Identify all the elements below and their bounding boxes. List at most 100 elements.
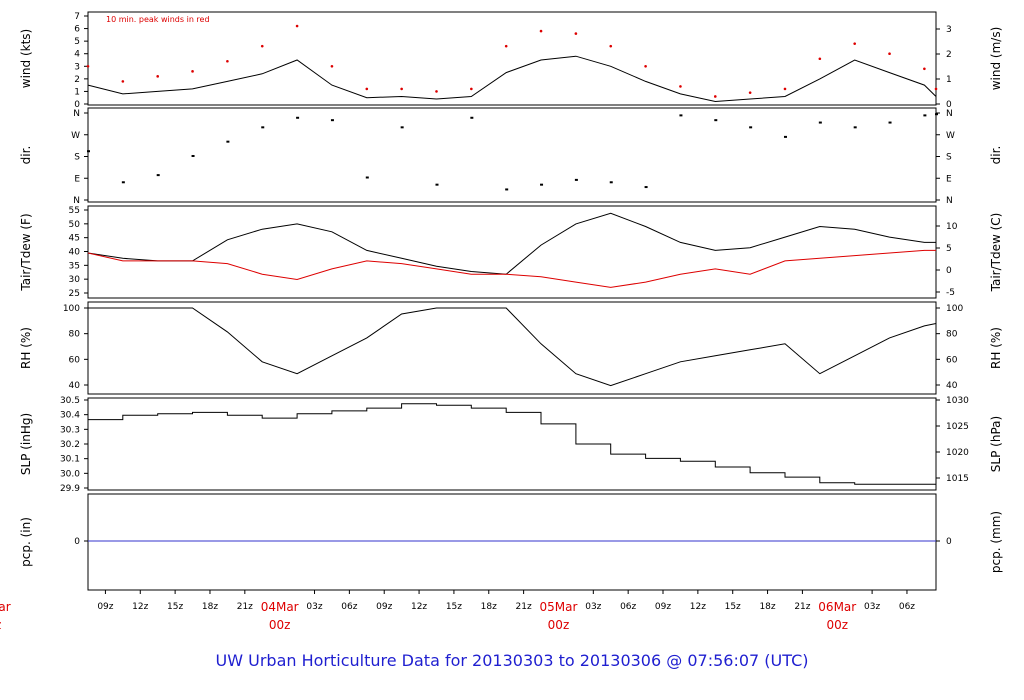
left-tick-label: 3 <box>74 62 80 72</box>
hour-label: 12z <box>132 602 148 612</box>
peak-wind-point <box>156 75 159 78</box>
hour-label: 18z <box>759 602 775 612</box>
right-tick-label: 40 <box>946 381 958 391</box>
hour-label: 06z <box>341 602 357 612</box>
hour-label: 15z <box>167 602 183 612</box>
left-tick-label: 1 <box>74 87 80 97</box>
left-axis-label: dir. <box>19 146 33 165</box>
left-tick-label: 60 <box>69 355 81 365</box>
peak-wind-point <box>330 64 334 68</box>
right-tick-label: 2 <box>946 50 952 60</box>
right-tick-label: 1025 <box>946 422 969 432</box>
left-tick-label: N <box>73 196 80 206</box>
hour-label: 06z <box>899 602 915 612</box>
left-tick-label: 2 <box>74 75 80 85</box>
right-axis-label: Tair/Tdew (C) <box>989 213 1003 293</box>
peak-wind-point <box>748 91 752 94</box>
right-tick-label: -5 <box>946 288 955 298</box>
wind-direction-point <box>435 183 439 186</box>
wind-direction-point <box>296 116 300 119</box>
wind-direction-point <box>365 176 369 179</box>
day-hour-label: 00z <box>548 618 570 632</box>
left-tick-label: 30.3 <box>60 425 80 435</box>
wind-direction-point <box>714 119 718 122</box>
wind-direction-point <box>888 121 892 124</box>
right-axis-label: pcp. (mm) <box>989 511 1003 573</box>
peak-wind-point <box>888 52 891 56</box>
day-date-label: 06Mar <box>818 600 856 614</box>
air-temperature-line <box>87 212 936 275</box>
hour-label: 21z <box>794 602 810 612</box>
right-tick-label: 80 <box>946 330 958 340</box>
hour-label: 09z <box>376 602 392 612</box>
wind-direction-point <box>609 181 613 184</box>
left-tick-label: W <box>71 131 80 141</box>
right-tick-label: 0 <box>946 266 952 276</box>
panel-frame <box>87 11 937 106</box>
left-tick-label: 80 <box>69 330 81 340</box>
panel-frame <box>87 397 937 491</box>
panel-frame <box>87 205 937 299</box>
left-tick-label: 30 <box>69 275 81 285</box>
peak-wind-point <box>783 87 787 91</box>
peak-wind-point <box>191 70 194 73</box>
right-axis-label: wind (m/s) <box>989 27 1003 91</box>
left-tick-label: 4 <box>74 50 80 60</box>
wind-direction-point <box>87 150 90 153</box>
left-axis-label: wind (kts) <box>19 29 33 88</box>
right-tick-label: N <box>946 109 953 119</box>
right-tick-label: 0 <box>946 100 952 110</box>
right-axis-label: dir. <box>989 146 1003 165</box>
peak-wind-point <box>86 64 90 68</box>
left-tick-label: 29.9 <box>60 484 80 494</box>
wind-direction-point <box>470 116 474 119</box>
right-tick-label: E <box>946 174 952 184</box>
hour-label: 06z <box>620 602 636 612</box>
wind-direction-point <box>783 135 787 138</box>
right-tick-label: 1020 <box>946 448 969 458</box>
peak-wind-point <box>121 80 125 83</box>
left-tick-label: S <box>74 153 80 163</box>
left-tick-label: 5 <box>74 37 80 47</box>
relative-humidity-line <box>88 307 937 387</box>
hour-label: 18z <box>202 602 218 612</box>
left-tick-label: 35 <box>69 261 80 271</box>
left-tick-label: N <box>73 109 80 119</box>
hour-label: 03z <box>864 602 880 612</box>
chart-title: UW Urban Horticulture Data for 20130303 … <box>216 651 809 670</box>
wind-direction-point <box>923 114 927 117</box>
peak-wind-point <box>504 44 508 48</box>
panel-frame <box>87 493 937 591</box>
wind-direction-point <box>679 114 683 117</box>
left-tick-label: 6 <box>74 25 80 35</box>
left-tick-label: 7 <box>74 12 80 22</box>
right-axis-label: RH (%) <box>989 327 1003 369</box>
right-tick-label: S <box>946 153 952 163</box>
left-tick-label: 40 <box>69 248 81 258</box>
dewpoint-line <box>87 249 936 288</box>
hour-label: 21z <box>237 602 253 612</box>
right-tick-label: N <box>946 196 953 206</box>
hour-label: 09z <box>655 602 671 612</box>
peak-wind-point <box>435 90 438 93</box>
left-tick-label: 45 <box>69 234 80 244</box>
peak-wind-point <box>609 44 613 48</box>
peak-wind-point <box>934 87 938 91</box>
right-tick-label: 1015 <box>946 474 969 484</box>
hour-label: 15z <box>446 602 462 612</box>
wind-direction-point <box>540 183 544 186</box>
left-tick-label: 0 <box>74 537 80 547</box>
left-tick-label: 30.2 <box>60 440 80 450</box>
hour-label: 15z <box>725 602 741 612</box>
peak-wind-point <box>470 87 473 91</box>
peak-wind-point <box>853 42 856 45</box>
peak-wind-point <box>539 29 543 33</box>
day-hour-label: 00z <box>269 618 291 632</box>
wind-direction-point <box>853 126 857 129</box>
wind-direction-point <box>749 126 753 129</box>
right-tick-label: 60 <box>946 355 958 365</box>
wind-direction-point <box>156 174 160 177</box>
peak-wind-point <box>679 85 682 88</box>
right-tick-label: 5 <box>946 244 952 254</box>
right-tick-label: W <box>946 131 955 141</box>
